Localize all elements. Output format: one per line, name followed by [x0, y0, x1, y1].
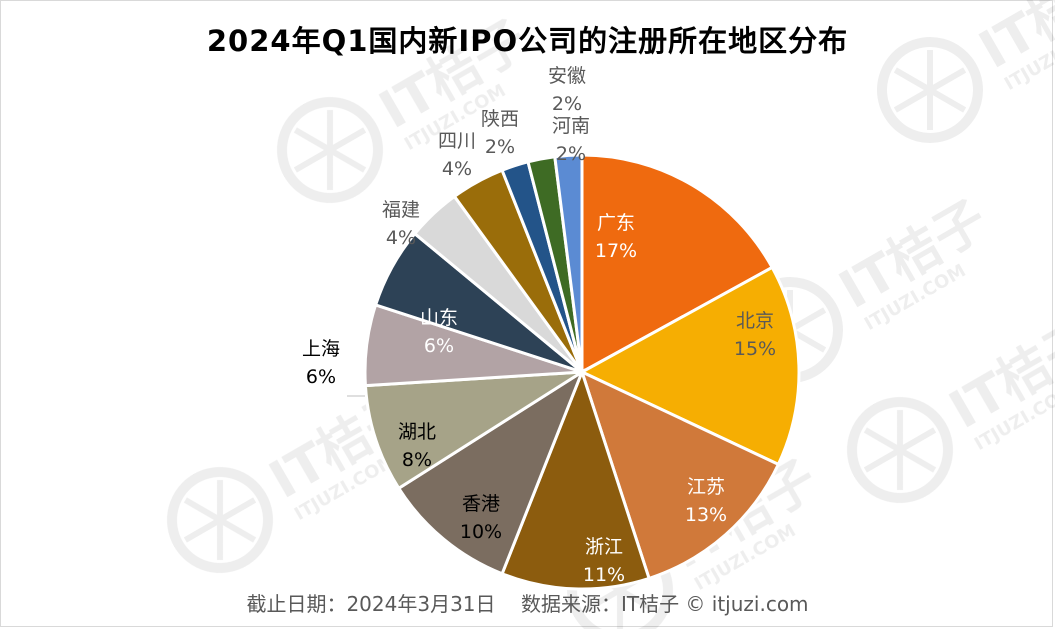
pie-slice-3	[500, 367, 651, 591]
slice-label-percent: 6%	[306, 366, 336, 388]
slice-label-name: 陕西	[481, 108, 519, 130]
slice-label-percent: 4%	[442, 158, 472, 180]
chart-title: 2024年Q1国内新IPO公司的注册所在地区分布	[206, 24, 849, 58]
pie-slice-5	[363, 370, 583, 491]
orange-slice-icon	[167, 467, 273, 573]
slice-label-percent: 2%	[552, 93, 582, 115]
pie-slice-0	[580, 153, 775, 375]
pie-slice-2	[579, 369, 781, 581]
pie-slice-12	[553, 153, 584, 373]
slice-label-name: 湖北	[398, 421, 436, 443]
slice-label-percent: 2%	[556, 143, 586, 165]
pie-slices	[363, 153, 801, 591]
pie-slice-4	[396, 368, 586, 576]
orange-slice-icon	[277, 97, 383, 203]
orange-slice-icon	[847, 397, 953, 503]
slice-label-name: 广东	[597, 212, 635, 234]
slice-label-name: 浙江	[585, 536, 623, 558]
slice-label-name: 香港	[462, 493, 500, 515]
slice-label-name: 安徽	[548, 65, 586, 87]
slice-labels: 广东 17% 北京 15% 江苏 13% 浙江 11% 香港 10% 湖北 8% 上海 6% 山东 6% 福建 4…	[302, 65, 776, 586]
slice-label-percent: 17%	[595, 240, 637, 262]
slice-label-percent: 15%	[734, 338, 776, 360]
slice-label-name: 福建	[382, 199, 420, 221]
slice-label-name: 河南	[552, 115, 590, 137]
orange-slice-icon	[877, 37, 983, 143]
slice-label-percent: 10%	[460, 521, 502, 543]
slice-label-name: 江苏	[687, 476, 725, 498]
pie-slice-1	[578, 265, 801, 467]
slice-label-percent: 4%	[386, 227, 416, 249]
source-footer: 截止日期：2024年3月31日 数据来源：IT桔子 © itjuzi.com	[246, 592, 809, 616]
slice-label-percent: 13%	[685, 504, 727, 526]
slice-label-percent: 2%	[485, 136, 515, 158]
slice-label-name: 山东	[420, 307, 458, 329]
slice-label-name: 四川	[438, 130, 476, 152]
slice-label-name: 上海	[302, 338, 340, 360]
slice-label-percent: 11%	[583, 564, 625, 586]
slice-label-percent: 6%	[424, 335, 454, 357]
slice-label-name: 北京	[736, 310, 774, 332]
slice-label-percent: 8%	[402, 449, 432, 471]
